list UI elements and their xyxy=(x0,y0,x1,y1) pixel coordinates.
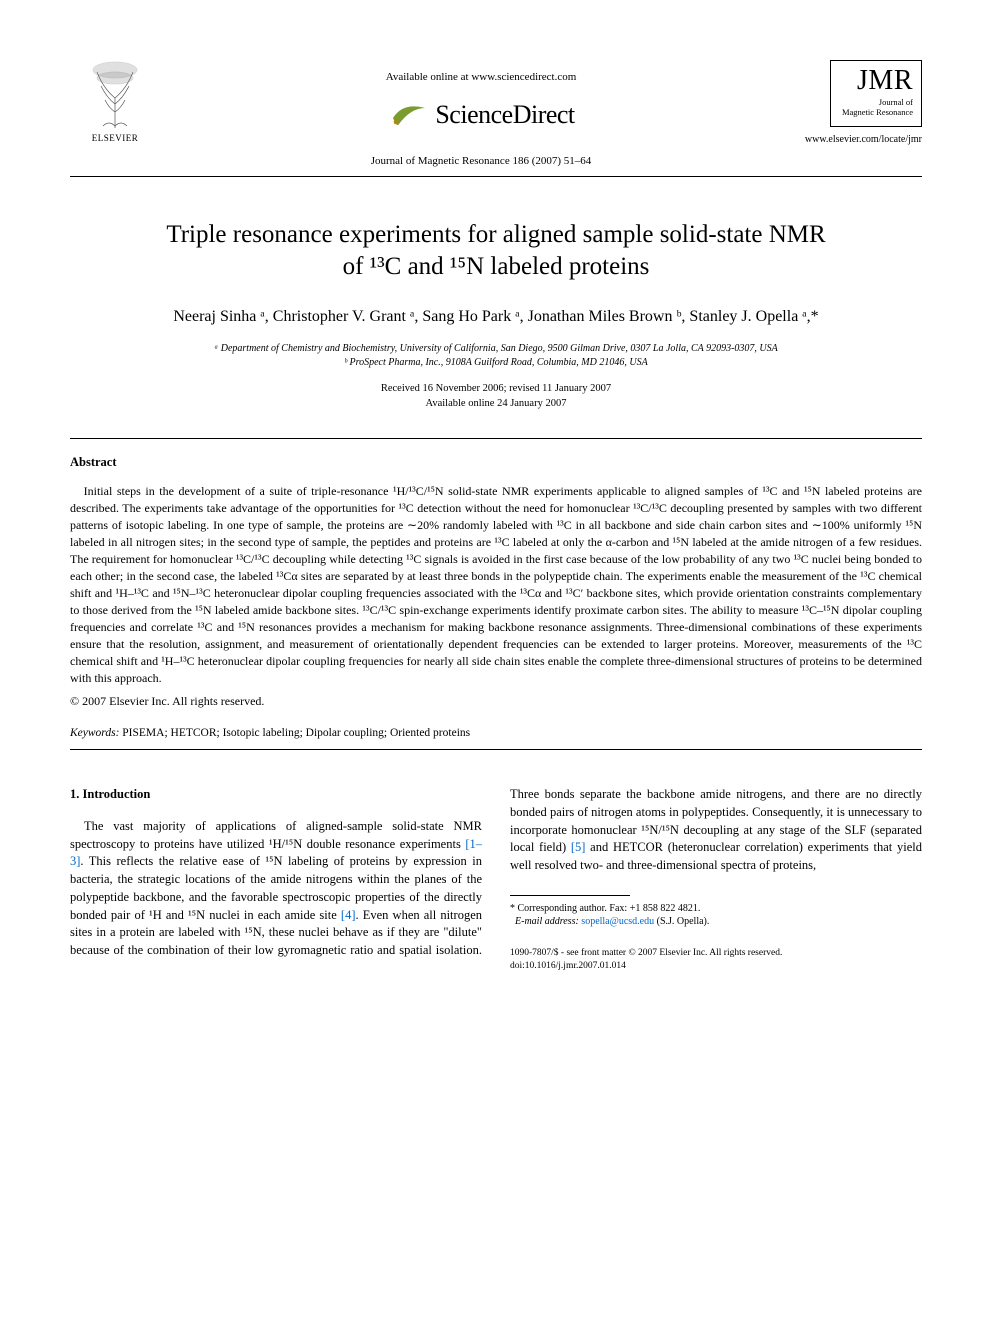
corresponding-author-note: * Corresponding author. Fax: +1 858 822 … xyxy=(510,902,922,916)
front-matter-line: 1090-7807/$ - see front matter © 2007 El… xyxy=(510,947,922,960)
copyright-line: © 2007 Elsevier Inc. All rights reserved… xyxy=(70,693,922,710)
sciencedirect-text: ScienceDirect xyxy=(435,96,574,134)
affiliation-b: ᵇ ProSpect Pharma, Inc., 9108A Guilford … xyxy=(70,356,922,370)
header-rule xyxy=(70,176,922,177)
intro-paragraph: The vast majority of applications of ali… xyxy=(70,786,922,972)
abstract-bottom-rule xyxy=(70,749,922,750)
abstract-text: Initial steps in the development of a su… xyxy=(70,484,922,685)
email-link[interactable]: sopella@ucsd.edu xyxy=(579,916,654,927)
doi-block: 1090-7807/$ - see front matter © 2007 El… xyxy=(510,947,922,973)
online-date: Available online 24 January 2007 xyxy=(70,397,922,412)
elsevier-tree-icon xyxy=(84,60,146,130)
title-line-1: Triple resonance experiments for aligned… xyxy=(166,221,825,248)
intro-text-1: The vast majority of applications of ali… xyxy=(70,819,482,851)
author-list: Neeraj Sinha ᵃ, Christopher V. Grant ᵃ, … xyxy=(70,306,922,328)
email-person: (S.J. Opella). xyxy=(654,916,709,927)
abstract-body: Initial steps in the development of a su… xyxy=(70,483,922,687)
elsevier-label: ELSEVIER xyxy=(92,132,139,145)
received-date: Received 16 November 2006; revised 11 Ja… xyxy=(70,382,922,397)
sciencedirect-swoosh-icon xyxy=(387,94,429,136)
jmr-sub2: Magnetic Resonance xyxy=(842,107,913,117)
citation-4[interactable]: [4] xyxy=(341,908,356,922)
affiliations: ᵃ Department of Chemistry and Biochemist… xyxy=(70,342,922,370)
footnotes: * Corresponding author. Fax: +1 858 822 … xyxy=(510,902,922,929)
abstract-heading: Abstract xyxy=(70,453,922,471)
email-line: E-mail address: sopella@ucsd.edu (S.J. O… xyxy=(510,915,922,929)
keywords-label: Keywords: xyxy=(70,727,119,739)
keywords-line: Keywords: PISEMA; HETCOR; Isotopic label… xyxy=(70,725,922,742)
article-dates: Received 16 November 2006; revised 11 Ja… xyxy=(70,382,922,411)
journal-reference: Journal of Magnetic Resonance 186 (2007)… xyxy=(160,154,802,170)
sciencedirect-logo: ScienceDirect xyxy=(160,94,802,136)
jmr-logo-text: JMR xyxy=(839,67,913,95)
jmr-logo-block: JMR Journal of Magnetic Resonance www.el… xyxy=(802,60,922,147)
citation-5[interactable]: [5] xyxy=(571,840,586,854)
affiliation-a: ᵃ Department of Chemistry and Biochemist… xyxy=(70,342,922,356)
doi-line: doi:10.1016/j.jmr.2007.01.014 xyxy=(510,960,922,973)
title-line-2: of ¹³C and ¹⁵N labeled proteins xyxy=(343,253,650,280)
abstract-top-rule xyxy=(70,438,922,439)
article-title: Triple resonance experiments for aligned… xyxy=(70,219,922,284)
jmr-url: www.elsevier.com/locate/jmr xyxy=(802,133,922,148)
body-columns: 1. Introduction The vast majority of app… xyxy=(70,786,922,972)
keywords-list: PISEMA; HETCOR; Isotopic labeling; Dipol… xyxy=(119,727,470,739)
email-label: E-mail address: xyxy=(515,916,579,927)
jmr-box: JMR Journal of Magnetic Resonance xyxy=(830,60,922,127)
jmr-subtitle: Journal of Magnetic Resonance xyxy=(839,98,913,118)
elsevier-logo-block: ELSEVIER xyxy=(70,60,160,145)
jmr-sub1: Journal of xyxy=(879,97,913,107)
section-1-heading: 1. Introduction xyxy=(70,786,482,804)
footnote-rule xyxy=(510,895,630,896)
available-online-text: Available online at www.sciencedirect.co… xyxy=(160,70,802,86)
header-center: Available online at www.sciencedirect.co… xyxy=(160,60,802,170)
page-header: ELSEVIER Available online at www.science… xyxy=(70,60,922,170)
